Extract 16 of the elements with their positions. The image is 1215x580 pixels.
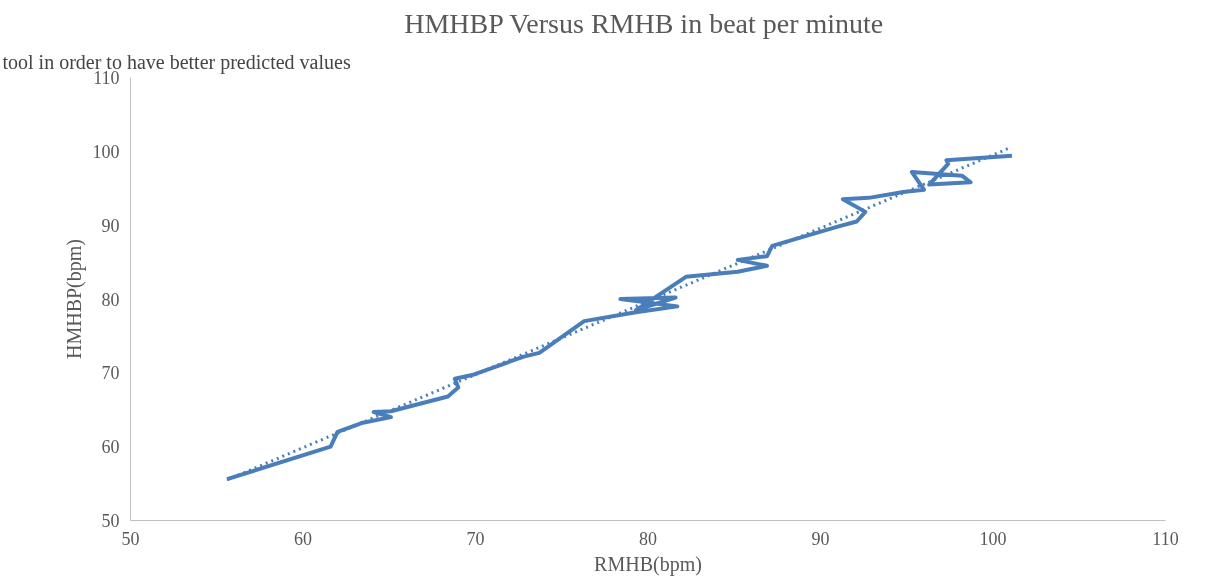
y-tick-label: 90	[101, 215, 120, 236]
x-tick-label: 50	[121, 528, 140, 549]
x-tick-label: 90	[811, 528, 830, 549]
x-tick-label: 70	[466, 528, 485, 549]
x-tick-label: 80	[639, 528, 657, 549]
y-tick-label: 100	[92, 141, 120, 162]
y-tick-label: 80	[101, 289, 120, 310]
x-tick-label: 110	[1152, 528, 1179, 549]
y-tick-label: 60	[101, 437, 120, 458]
x-axis-title: RMHB(bpm)	[594, 552, 702, 576]
y-tick-label: 50	[101, 511, 120, 531]
x-tick-label: 60	[294, 528, 312, 549]
y-tick-label: 70	[101, 363, 120, 384]
y-axis-title: HMHBP(bpm)	[62, 238, 86, 359]
x-tick-label: 100	[979, 528, 1007, 549]
chart-title: HMHBP Versus RMHB in beat per minute	[404, 7, 884, 39]
